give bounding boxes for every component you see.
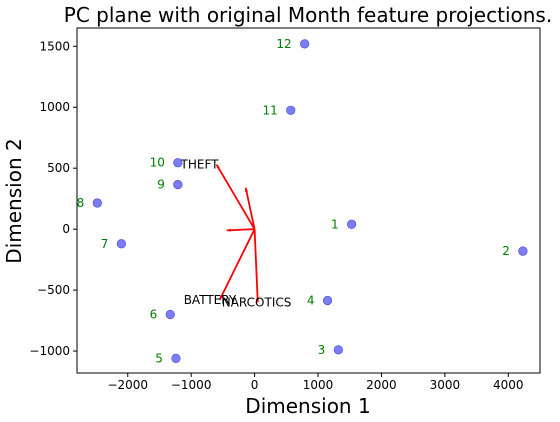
- data-point-11: [286, 105, 296, 115]
- x-tick-label: −1000: [171, 378, 212, 392]
- data-point-2: [518, 246, 528, 256]
- y-axis: −1000 −500 0 500 1000 1500: [29, 39, 77, 358]
- y-tick-label: −1000: [29, 344, 70, 358]
- data-point-5: [171, 353, 181, 363]
- point-label-4: 4: [307, 293, 315, 307]
- data-point-9: [173, 180, 183, 190]
- point-label-9: 9: [157, 178, 165, 192]
- data-point-4: [322, 295, 333, 306]
- x-axis: −2000 −1000 0 1000 2000 3000 4000: [107, 373, 524, 392]
- plot-frame: [76, 27, 541, 374]
- data-point-8: [92, 198, 102, 208]
- x-tick-label: 4000: [493, 378, 524, 392]
- point-label-1: 1: [331, 217, 339, 231]
- point-label-3: 3: [318, 343, 326, 357]
- y-tick-label: 1000: [39, 100, 70, 114]
- feature-label-narcotics: NARCOTICS: [222, 295, 292, 309]
- data-point-10: [173, 158, 183, 168]
- x-axis-label: Dimension 1: [245, 394, 370, 418]
- data-point-7: [116, 239, 126, 249]
- point-label-10: 10: [150, 156, 165, 170]
- point-label-12: 12: [276, 37, 291, 51]
- y-tick-label: −500: [37, 283, 70, 297]
- data-point-6: [165, 309, 175, 320]
- feature-arrow-narcotics: [253, 229, 260, 303]
- point-label-7: 7: [101, 237, 109, 251]
- feature-arrow-battery: [218, 228, 256, 301]
- y-axis-label: Dimension 2: [2, 138, 26, 263]
- x-tick-label: 0: [251, 378, 259, 392]
- x-tick-label: 2000: [366, 378, 397, 392]
- point-label-8: 8: [77, 196, 85, 210]
- feature-label-theft: THEFT: [180, 158, 220, 172]
- x-tick-label: −2000: [107, 378, 148, 392]
- point-label-6: 6: [150, 307, 158, 321]
- feature-arrow-theft: [215, 164, 256, 230]
- data-point-12: [300, 39, 310, 49]
- y-tick-label: 500: [47, 161, 70, 175]
- y-tick-label: 0: [62, 222, 70, 236]
- y-tick-label: 1500: [39, 39, 70, 53]
- point-label-2: 2: [502, 244, 510, 258]
- data-point-3: [333, 345, 343, 355]
- chart-title: PC plane with original Month feature pro…: [64, 3, 552, 27]
- data-point-1: [347, 219, 357, 229]
- x-tick-label: 3000: [430, 378, 461, 392]
- feature-arrow-unlabeled-2: [226, 228, 255, 232]
- feature-arrow-unlabeled-1: [244, 187, 256, 230]
- point-label-11: 11: [262, 103, 277, 117]
- x-tick-label: 1000: [303, 378, 334, 392]
- feature-label-battery: BATTERY: [184, 293, 237, 307]
- point-label-5: 5: [155, 351, 163, 365]
